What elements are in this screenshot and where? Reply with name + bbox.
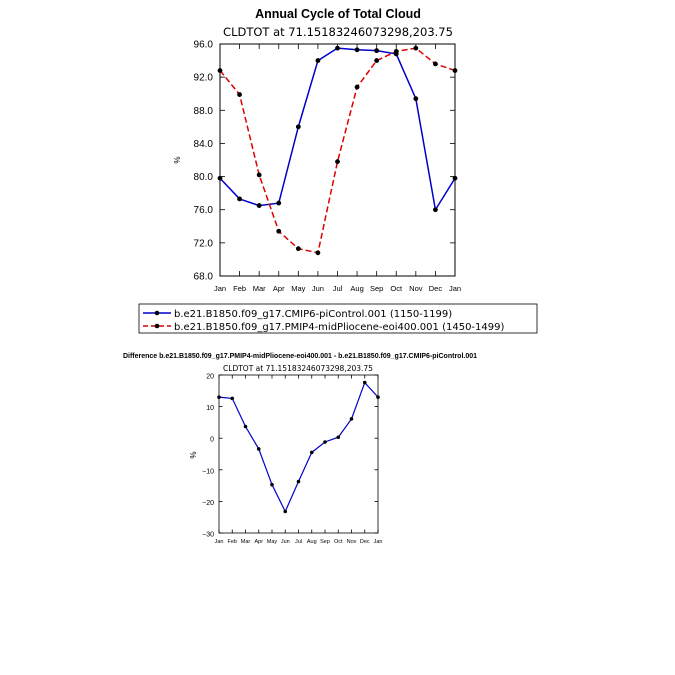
chart2-series-1-point xyxy=(362,380,367,385)
chart1-series-1-point xyxy=(256,203,262,208)
chart1-series-1-point xyxy=(315,58,321,63)
chart1-subtitle: CLDTOT at 71.15183246073298,203.75 xyxy=(223,25,453,39)
chart1-series-1-point xyxy=(433,207,438,213)
chart1-xtick-label: Nov xyxy=(409,284,423,293)
legend-box xyxy=(138,303,538,334)
chart2-frame xyxy=(218,374,379,534)
chart1-series-1-point xyxy=(276,200,282,206)
chart1-ytick-label: 76.0 xyxy=(194,205,214,216)
chart1-series-2-point xyxy=(256,172,262,178)
chart1-ytick-label: 88.0 xyxy=(194,106,214,117)
chart1-xtick-label: Feb xyxy=(233,284,246,293)
chart2-ytick-label: −10 xyxy=(202,468,214,475)
chart2-series-1-point xyxy=(256,447,261,451)
chart1-series-line-1 xyxy=(219,47,456,212)
chart2-series-1-point xyxy=(349,417,354,421)
chart2-title: Difference b.e21.B1850.f09_g17.PMIP4-mid… xyxy=(123,353,477,360)
chart1-xtick-label: Aug xyxy=(350,284,363,293)
chart2-series-1-point xyxy=(270,482,274,487)
chart2-xtick-label: Aug xyxy=(307,539,317,545)
chart2-series-1-point xyxy=(296,479,301,484)
chart1-ytick-label: 84.0 xyxy=(194,139,214,150)
chart1-xtick-label: Jan xyxy=(214,284,226,293)
chart1-series-2-point xyxy=(354,84,360,90)
chart2-xtick-label: Jan xyxy=(374,539,383,545)
chart2-ylabel: % xyxy=(189,451,198,458)
chart1-title: Annual Cycle of Total Cloud xyxy=(255,7,421,21)
chart2-series-1-point xyxy=(336,435,341,440)
chart1-ytick-label: 72.0 xyxy=(194,238,214,249)
chart1-plot xyxy=(217,45,458,256)
chart1-series-1-point xyxy=(335,45,340,51)
chart2-xtick-label: Mar xyxy=(241,539,251,545)
chart1-series-1-point xyxy=(295,124,301,130)
chart2-series-1-point xyxy=(243,424,248,429)
chart2-ytick-label: 10 xyxy=(206,405,214,412)
chart1-series-2-point xyxy=(315,250,321,256)
chart2-xtick-label: Nov xyxy=(347,539,357,545)
chart1-series-2-point xyxy=(276,228,282,234)
chart1-series-2-point xyxy=(335,159,340,165)
chart1-ytick-label: 96.0 xyxy=(194,40,214,51)
chart1-ytick-label: 68.0 xyxy=(194,272,214,283)
chart1-series-line-2 xyxy=(219,47,456,254)
chart2-series-1-point xyxy=(309,450,314,455)
chart2-xtick-label: Feb xyxy=(228,539,237,545)
chart1-xtick-label: Jan xyxy=(449,284,461,293)
chart1-series-2-point xyxy=(295,246,301,252)
chart2-xtick-label: Dec xyxy=(360,539,370,545)
legend-marker-2 xyxy=(154,323,160,329)
chart1-series-1-point xyxy=(237,196,242,202)
chart1-series-1-point xyxy=(413,96,419,102)
chart1-xtick-label: Oct xyxy=(390,284,403,293)
chart2-ytick-label: −30 xyxy=(202,532,214,539)
chart1-xtick-label: May xyxy=(291,284,305,293)
chart2-plot xyxy=(217,380,380,514)
chart1-series-2-point xyxy=(237,92,242,97)
chart2-series-1-point xyxy=(230,396,235,401)
chart2-series-1-point xyxy=(283,509,288,514)
chart1-series-2-point xyxy=(413,45,419,51)
chart1-xtick-label: Dec xyxy=(429,284,443,293)
chart1-series-1-point xyxy=(354,47,360,53)
chart1-axes: 68.0 72.0 76.0 80.0 84.0 88.0 92.0 96.0 Jan Feb Ma… xyxy=(194,40,462,294)
chart1-xtick-label: Apr xyxy=(273,284,285,293)
legend-marker-1 xyxy=(154,310,160,316)
legend: b.e21.B1850.f09_g17.CMIP6-piControl.001 … xyxy=(138,303,538,334)
chart2-xtick-label: Apr xyxy=(254,539,263,545)
chart1-xtick-label: Jul xyxy=(333,284,343,293)
chart1-series-2-point xyxy=(374,58,380,63)
chart2-ytick-label: 20 xyxy=(206,374,214,381)
chart2-xtick-label: Oct xyxy=(334,539,343,545)
legend-label-2: b.e21.B1850.f09_g17.PMIP4-midPliocene-eo… xyxy=(174,322,504,333)
legend-label-1: b.e21.B1850.f09_g17.CMIP6-piControl.001 … xyxy=(174,309,452,320)
chart1-xtick-label: Mar xyxy=(253,284,266,293)
chart1-series-2-point xyxy=(433,61,438,67)
chart1-xtick-label: Jun xyxy=(312,284,324,293)
chart1-ylabel: % xyxy=(173,156,182,163)
chart2-xtick-label: May xyxy=(267,539,278,545)
chart2-axes: −30 −20 −10 0 10 20 Jan Feb Mar Apr May Jun Jul Aug Se… xyxy=(202,374,382,546)
chart2-subtitle: CLDTOT at 71.15183246073298,203.75 xyxy=(223,364,373,373)
chart1-ytick-label: 92.0 xyxy=(194,73,214,84)
chart2-series-1-point xyxy=(323,440,327,444)
chart1-series-2-point xyxy=(393,49,399,54)
chart2-xtick-label: Jan xyxy=(215,539,224,545)
chart1-ytick-label: 80.0 xyxy=(194,172,214,183)
chart1-series-1-point xyxy=(374,48,380,54)
chart2-ytick-label: 0 xyxy=(210,437,214,444)
chart2-series-line-1 xyxy=(218,381,379,513)
chart2-xtick-label: Sep xyxy=(320,539,330,545)
chart2-xtick-label: Jul xyxy=(295,539,302,545)
chart2-ytick-label: −20 xyxy=(202,500,214,507)
chart2-xtick-label: Jun xyxy=(281,539,290,545)
chart1-frame xyxy=(219,43,456,277)
chart1-xtick-label: Sep xyxy=(370,284,383,293)
